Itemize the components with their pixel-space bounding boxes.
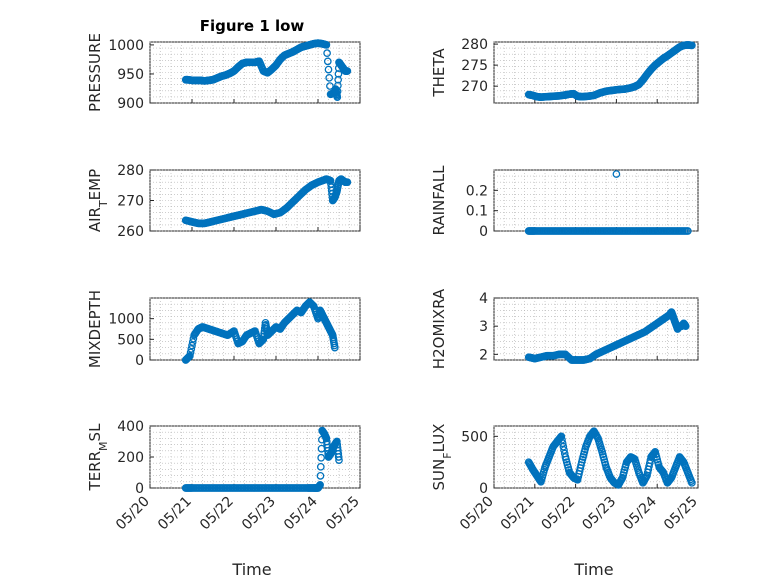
y-tick-label: 270 <box>461 79 488 95</box>
y-axis-label: MIXDEPTH <box>86 290 104 368</box>
data-point <box>559 442 568 451</box>
y-tick-label: 2 <box>479 347 488 363</box>
x-tick-label: 05/24 <box>281 493 321 533</box>
data-point <box>325 73 334 82</box>
y-axis-label: AIRTEMP <box>86 169 110 232</box>
x-tick-label: 05/20 <box>457 494 497 534</box>
x-tick-label: 05/21 <box>498 494 538 534</box>
subplot-8: 0 500 05/20 05/21 05/22 05/23 05/24 05/25 SUNFLU… <box>430 424 701 534</box>
data-point <box>683 227 692 235</box>
data-point <box>188 341 196 350</box>
y-tick-label: 0.2 <box>466 183 488 199</box>
y-tick-label: 1000 <box>108 312 144 328</box>
y-tick-label: 200 <box>117 450 144 466</box>
subplot-4: 0 0.1 0.2 RAINFALL <box>430 165 699 240</box>
x-tick-label: 05/22 <box>539 494 579 534</box>
y-tick-label: 0 <box>135 481 144 497</box>
data-point <box>326 82 334 90</box>
y-axis-label: SUNFLUX <box>430 424 454 491</box>
data-point <box>316 481 324 489</box>
y-tick-label: 0 <box>135 353 144 369</box>
data-point <box>557 432 566 441</box>
data-point <box>688 41 696 50</box>
y-tick-label: 3 <box>479 319 488 335</box>
y-axis-label: H2OMIXRA <box>430 288 448 369</box>
data-point <box>558 435 566 444</box>
figure-title: Figure 1 low <box>200 17 305 35</box>
data-point <box>334 453 343 461</box>
data-point <box>560 446 568 454</box>
y-tick-label: 0.1 <box>466 204 488 220</box>
data-point <box>323 57 332 66</box>
data-point <box>324 65 333 74</box>
data-point <box>343 67 352 75</box>
y-tick-label: 275 <box>461 58 488 74</box>
data-point <box>187 345 196 353</box>
data-point <box>612 170 621 178</box>
x-tick-label: 05/23 <box>579 494 619 534</box>
y-tick-label: 500 <box>117 332 144 348</box>
data-point <box>323 49 331 57</box>
x-tick-label: 05/25 <box>323 494 363 534</box>
data-point <box>558 439 567 448</box>
x-tick-label: 05/25 <box>661 494 701 534</box>
y-axis-label: PRESSURE <box>86 33 104 112</box>
subplot-2: 270 275 280 THETA <box>430 37 699 104</box>
y-tick-label: 1000 <box>108 38 144 54</box>
subplot-7: 0 200 400 05/20 05/21 05/22 05/23 05/24 05/25 TER… <box>86 419 363 533</box>
data-point <box>316 462 325 471</box>
data-point <box>330 343 339 352</box>
data-point <box>259 335 268 344</box>
y-tick-label: 280 <box>117 163 144 179</box>
y-axis-label: TERRMSL <box>86 423 110 492</box>
subplot-3: 260 270 280 AIRTEMP <box>86 163 361 240</box>
x-axis-label-left: Time <box>231 560 271 579</box>
data-point <box>188 338 197 346</box>
y-tick-label: 270 <box>117 194 144 210</box>
x-tick-label: 05/22 <box>197 494 237 534</box>
y-axis-label: RAINFALL <box>430 165 448 236</box>
data-point <box>186 348 195 357</box>
y-tick-label: 4 <box>479 291 488 307</box>
x-tick-label: 05/20 <box>113 494 153 534</box>
y-tick-label: 500 <box>461 429 488 445</box>
y-tick-label: 950 <box>117 67 144 83</box>
x-tick-label: 05/24 <box>620 493 660 533</box>
y-tick-label: 280 <box>461 37 488 53</box>
y-tick-label: 900 <box>117 96 144 112</box>
data-point <box>186 352 194 360</box>
data-point <box>316 472 325 480</box>
y-tick-label: 400 <box>117 419 144 435</box>
y-tick-label: 0 <box>479 481 488 497</box>
x-tick-label: 05/23 <box>239 494 279 534</box>
y-tick-label: 0 <box>479 224 488 240</box>
data-point <box>681 322 690 331</box>
data-point <box>322 41 331 49</box>
y-axis-label: THETA <box>430 48 448 98</box>
y-tick-label: 260 <box>117 224 144 240</box>
data-point <box>335 456 343 464</box>
x-tick-label: 05/21 <box>155 494 195 534</box>
data-point <box>343 178 352 187</box>
data-point <box>317 453 325 462</box>
x-axis-label-right: Time <box>573 560 613 579</box>
subplot-6: 2 3 4 H2OMIXRA <box>430 288 699 369</box>
data-point <box>688 478 696 487</box>
